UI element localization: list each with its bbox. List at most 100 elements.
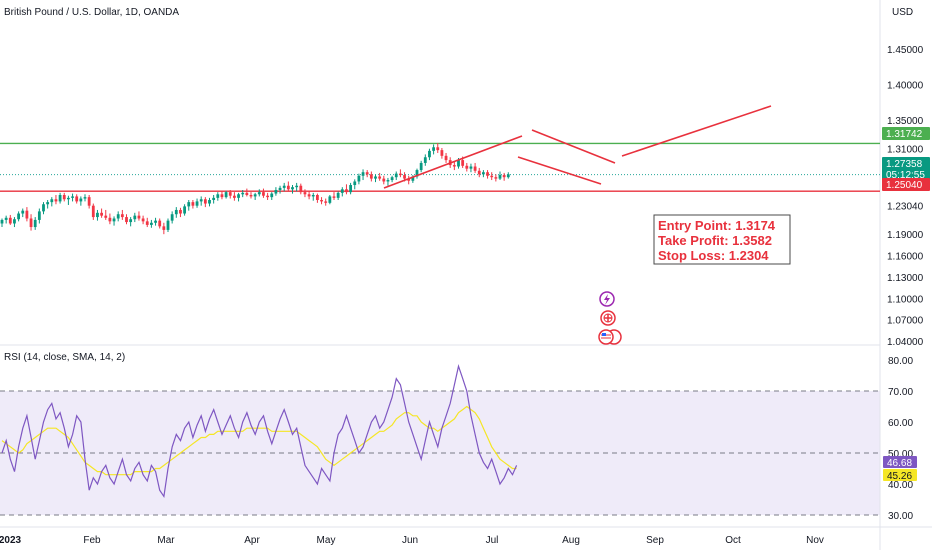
candle-body-43 <box>179 209 182 214</box>
candle-body-104 <box>432 147 435 151</box>
candle-66 <box>274 187 278 196</box>
candle-body-122 <box>506 174 510 178</box>
candle-body-4 <box>17 213 20 220</box>
candle-body-105 <box>436 147 440 151</box>
rsi-axis: 80.00 70.00 60.00 50.00 40.00 30.00 <box>888 356 913 522</box>
candle-body-36 <box>150 222 153 225</box>
candle-11 <box>46 199 50 209</box>
candle-91 <box>378 172 382 181</box>
candle-58 <box>241 190 245 198</box>
candle-6 <box>25 207 29 222</box>
candle-54 <box>224 190 228 199</box>
candle-body-54 <box>224 192 228 198</box>
candle-body-111 <box>461 160 465 166</box>
price-tick-8: 1.13000 <box>887 273 924 284</box>
candle-body-93 <box>386 180 390 182</box>
candle-65 <box>270 192 274 200</box>
candle-47 <box>195 198 199 208</box>
price-pane[interactable] <box>0 0 880 344</box>
price-tick-7: 1.16000 <box>887 252 924 263</box>
candle-body-65 <box>270 193 274 198</box>
events-markers[interactable] <box>598 291 622 345</box>
candle-87 <box>361 169 365 181</box>
candle-49 <box>203 197 207 208</box>
rsi-tick-2: 60.00 <box>888 418 913 429</box>
candle-body-96 <box>399 173 402 176</box>
candle-81 <box>336 191 340 200</box>
candle-body-89 <box>369 174 373 179</box>
candle-body-34 <box>141 218 145 222</box>
candle-23 <box>96 209 99 221</box>
time-tick-6: Jul <box>486 535 499 546</box>
rsi-line <box>1 363 518 499</box>
time-tick-1: Feb <box>83 535 101 546</box>
candle-body-76 <box>316 195 319 200</box>
candle-body-49 <box>203 199 207 204</box>
candle-33 <box>137 211 141 221</box>
time-tick-10: Nov <box>806 535 824 546</box>
candle-body-5 <box>21 210 25 214</box>
candle-body-31 <box>129 219 133 223</box>
candle-body-55 <box>228 192 232 196</box>
candle-52 <box>216 192 220 201</box>
candle-body-74 <box>307 194 311 197</box>
candle-76 <box>316 193 319 203</box>
candle-79 <box>328 195 332 205</box>
flash-icon[interactable] <box>599 291 615 307</box>
candle-83 <box>345 184 348 195</box>
candle-body-28 <box>116 214 120 219</box>
candle-body-88 <box>365 172 369 175</box>
candle-32 <box>133 212 137 223</box>
candle-28 <box>116 211 120 222</box>
candle-29 <box>120 209 124 220</box>
trendline-0 <box>383 135 523 189</box>
candle-body-50 <box>208 199 211 204</box>
candle-18 <box>75 194 79 204</box>
candle-38 <box>158 218 162 229</box>
candle-53 <box>220 190 224 200</box>
candle-106 <box>440 147 444 159</box>
rsi-sma-badge: 45.26 <box>883 469 917 482</box>
time-tick-7: Aug <box>562 535 580 546</box>
time-tick-0: 2023 <box>0 535 22 546</box>
candle-body-61 <box>253 194 257 197</box>
candle-105 <box>436 143 440 153</box>
candle-7 <box>29 214 33 231</box>
candle-body-16 <box>67 197 70 200</box>
candle-body-87 <box>361 172 365 176</box>
candle-14 <box>58 192 62 204</box>
candle-92 <box>382 175 386 185</box>
candle-body-77 <box>320 199 323 202</box>
us-flag-icon[interactable] <box>598 329 622 345</box>
candle-body-68 <box>282 185 286 188</box>
resistance-badge-text: 1.31742 <box>886 129 923 140</box>
candle-body-20 <box>83 197 87 199</box>
level-lines <box>0 142 880 192</box>
candle-44 <box>183 204 186 216</box>
candle-body-102 <box>423 157 427 163</box>
candle-body-3 <box>13 219 16 224</box>
candle-body-15 <box>62 195 66 200</box>
candle-104 <box>432 144 435 155</box>
candle-body-45 <box>187 202 191 207</box>
trendline-2 <box>517 156 602 185</box>
candle-body-7 <box>29 218 33 228</box>
price-tick-1: 1.40000 <box>887 81 924 92</box>
candle-body-24 <box>100 212 103 216</box>
candle-body-101 <box>419 162 423 171</box>
candle-88 <box>365 170 369 178</box>
candle-13 <box>54 195 58 205</box>
candle-body-48 <box>199 199 203 202</box>
candle-20 <box>83 194 87 202</box>
candle-body-113 <box>469 166 473 169</box>
trade-annotation[interactable]: Entry Point: 1.3174 Take Profit: 1.3582 … <box>653 214 791 265</box>
candle-119 <box>494 174 498 182</box>
candle-body-22 <box>91 205 95 218</box>
gb-flag-icon[interactable] <box>600 310 616 326</box>
candle-90 <box>374 174 377 183</box>
candle-body-37 <box>154 220 157 223</box>
candle-24 <box>100 208 103 218</box>
candle-78 <box>324 198 328 206</box>
candle-15 <box>62 192 66 202</box>
